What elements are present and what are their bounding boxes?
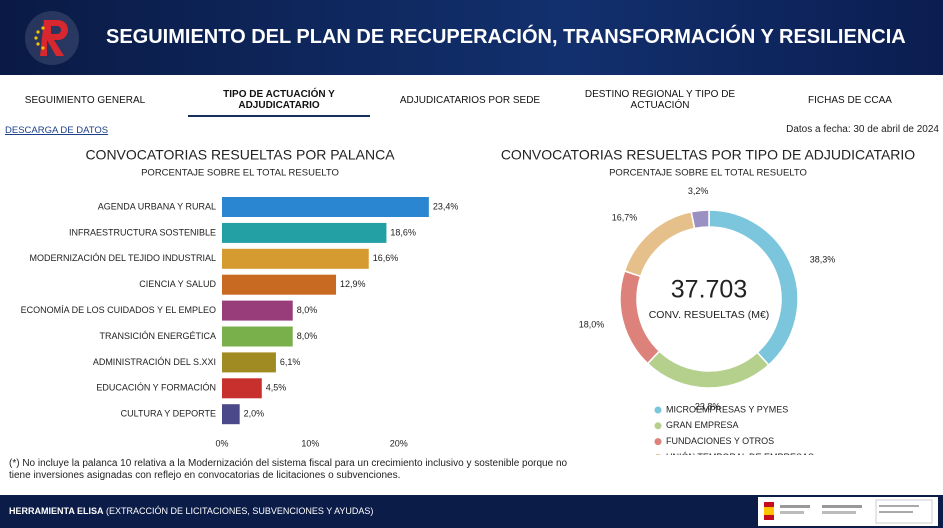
- bar: [222, 274, 337, 295]
- header: SEGUIMIENTO DEL PLAN DE RECUPERACIÓN, TR…: [0, 0, 943, 75]
- bar: [222, 197, 429, 217]
- download-link[interactable]: DESCARGA DE DATOS: [5, 125, 109, 136]
- legend-label: GRAN EMPRESA: [666, 420, 739, 430]
- value-label: 4,5%: [266, 383, 287, 393]
- chart-title: CONVOCATORIAS RESUELTAS POR TIPO DE ADJU…: [501, 147, 915, 163]
- charts: CONVOCATORIAS RESUELTAS POR PALANCA PORCE…: [21, 147, 915, 455]
- tab[interactable]: FICHAS DE CCAA: [808, 94, 892, 106]
- bar: [222, 222, 387, 243]
- category-label: ADMINISTRACIÓN DEL S.XXI: [93, 357, 216, 367]
- center-label: CONV. RESUELTAS (M€): [649, 309, 770, 321]
- tab-bar: SEGUIMIENTO GENERAL TIPO DE ACTUACIÓN Y …: [0, 75, 943, 120]
- value-label: 3,2%: [688, 186, 709, 196]
- category-label: AGENDA URBANA Y RURAL: [98, 201, 216, 211]
- legend-label: MICROEMPRESAS Y PYMES: [666, 404, 788, 414]
- footer: HERRAMIENTA ELISA (EXTRACCIÓN DE LICITAC…: [0, 495, 943, 528]
- value-label: 6,1%: [280, 357, 301, 367]
- chart-subtitle: PORCENTAJE SOBRE EL TOTAL RESUELTO: [141, 168, 339, 179]
- data-date: Datos a fecha: 30 de abril de 2024: [786, 124, 939, 135]
- category-label: INFRAESTRUCTURA SOSTENIBLE: [69, 227, 216, 237]
- tab[interactable]: SEGUIMIENTO GENERAL: [24, 94, 146, 106]
- bar: [222, 248, 369, 269]
- value-label: 12,9%: [340, 279, 366, 289]
- category-label: EDUCACIÓN Y FORMACIÓN: [96, 383, 216, 393]
- value-label: 16,7%: [612, 213, 638, 223]
- bar: [222, 300, 293, 321]
- value-label: 23,8%: [695, 401, 721, 411]
- value-label: 8,0%: [297, 331, 318, 341]
- tool-description: (EXTRACCIÓN DE LICITACIONES, SUBVENCIONE…: [106, 506, 374, 516]
- bar: [222, 352, 276, 373]
- category-label: CULTURA Y DEPORTE: [121, 409, 216, 419]
- center-value: 37.703: [671, 276, 747, 304]
- tab[interactable]: ADJUDICATARIOS POR SEDE: [399, 94, 541, 106]
- category-label: TRANSICIÓN ENERGÉTICA: [99, 331, 216, 341]
- value-label: 23,4%: [433, 201, 459, 211]
- bar: [222, 378, 262, 399]
- chart-subtitle: PORCENTAJE SOBRE EL TOTAL RESUELTO: [609, 168, 807, 179]
- header-title: SEGUIMIENTO DEL PLAN DE RECUPERACIÓN, TR…: [106, 26, 906, 48]
- donut-slice: [646, 350, 770, 389]
- value-label: 18,0%: [579, 320, 605, 330]
- x-tick-label: 10%: [301, 438, 319, 448]
- value-label: 18,6%: [390, 227, 416, 237]
- tab[interactable]: TIPO DE ACTUACIÓN Y ADJUDICATARIO: [188, 85, 370, 117]
- x-tick-label: 20%: [390, 438, 408, 448]
- category-label: MODERNIZACIÓN DEL TEJIDO INDUSTRIAL: [29, 253, 216, 263]
- legend-marker: [654, 406, 662, 414]
- value-label: 16,6%: [373, 253, 399, 263]
- category-label: ECONOMÍA DE LOS CUIDADOS Y EL EMPLEO: [21, 305, 216, 315]
- legend-marker: [655, 453, 661, 455]
- chart-title: CONVOCATORIAS RESUELTAS POR PALANCA: [85, 147, 395, 163]
- legend-label: UNIÓN TEMPORAL DE EMPRESAS: [666, 452, 814, 455]
- x-tick-label: 0%: [215, 438, 228, 448]
- footer-text: HERRAMIENTA ELISA (EXTRACCIÓN DE LICITAC…: [9, 506, 373, 516]
- legend-label: FUNDACIONES Y OTROS: [666, 436, 774, 446]
- footnote: (*) No incluye la palanca 10 relativa a …: [9, 458, 568, 481]
- category-label: CIENCIA Y SALUD: [139, 279, 216, 289]
- legend-marker: [654, 422, 662, 430]
- value-label: 2,0%: [244, 409, 265, 419]
- value-label: 8,0%: [297, 305, 318, 315]
- tab[interactable]: DESTINO REGIONAL Y TIPO DE ACTUACIÓN: [584, 89, 736, 111]
- logos: [758, 497, 938, 526]
- donut-slice: [690, 209, 710, 230]
- value-label: 38,3%: [810, 255, 836, 265]
- bar: [222, 326, 293, 347]
- bar: [222, 404, 240, 425]
- legend-marker: [654, 438, 662, 446]
- logo: [25, 11, 79, 65]
- tool-name: HERRAMIENTA ELISA: [9, 506, 104, 516]
